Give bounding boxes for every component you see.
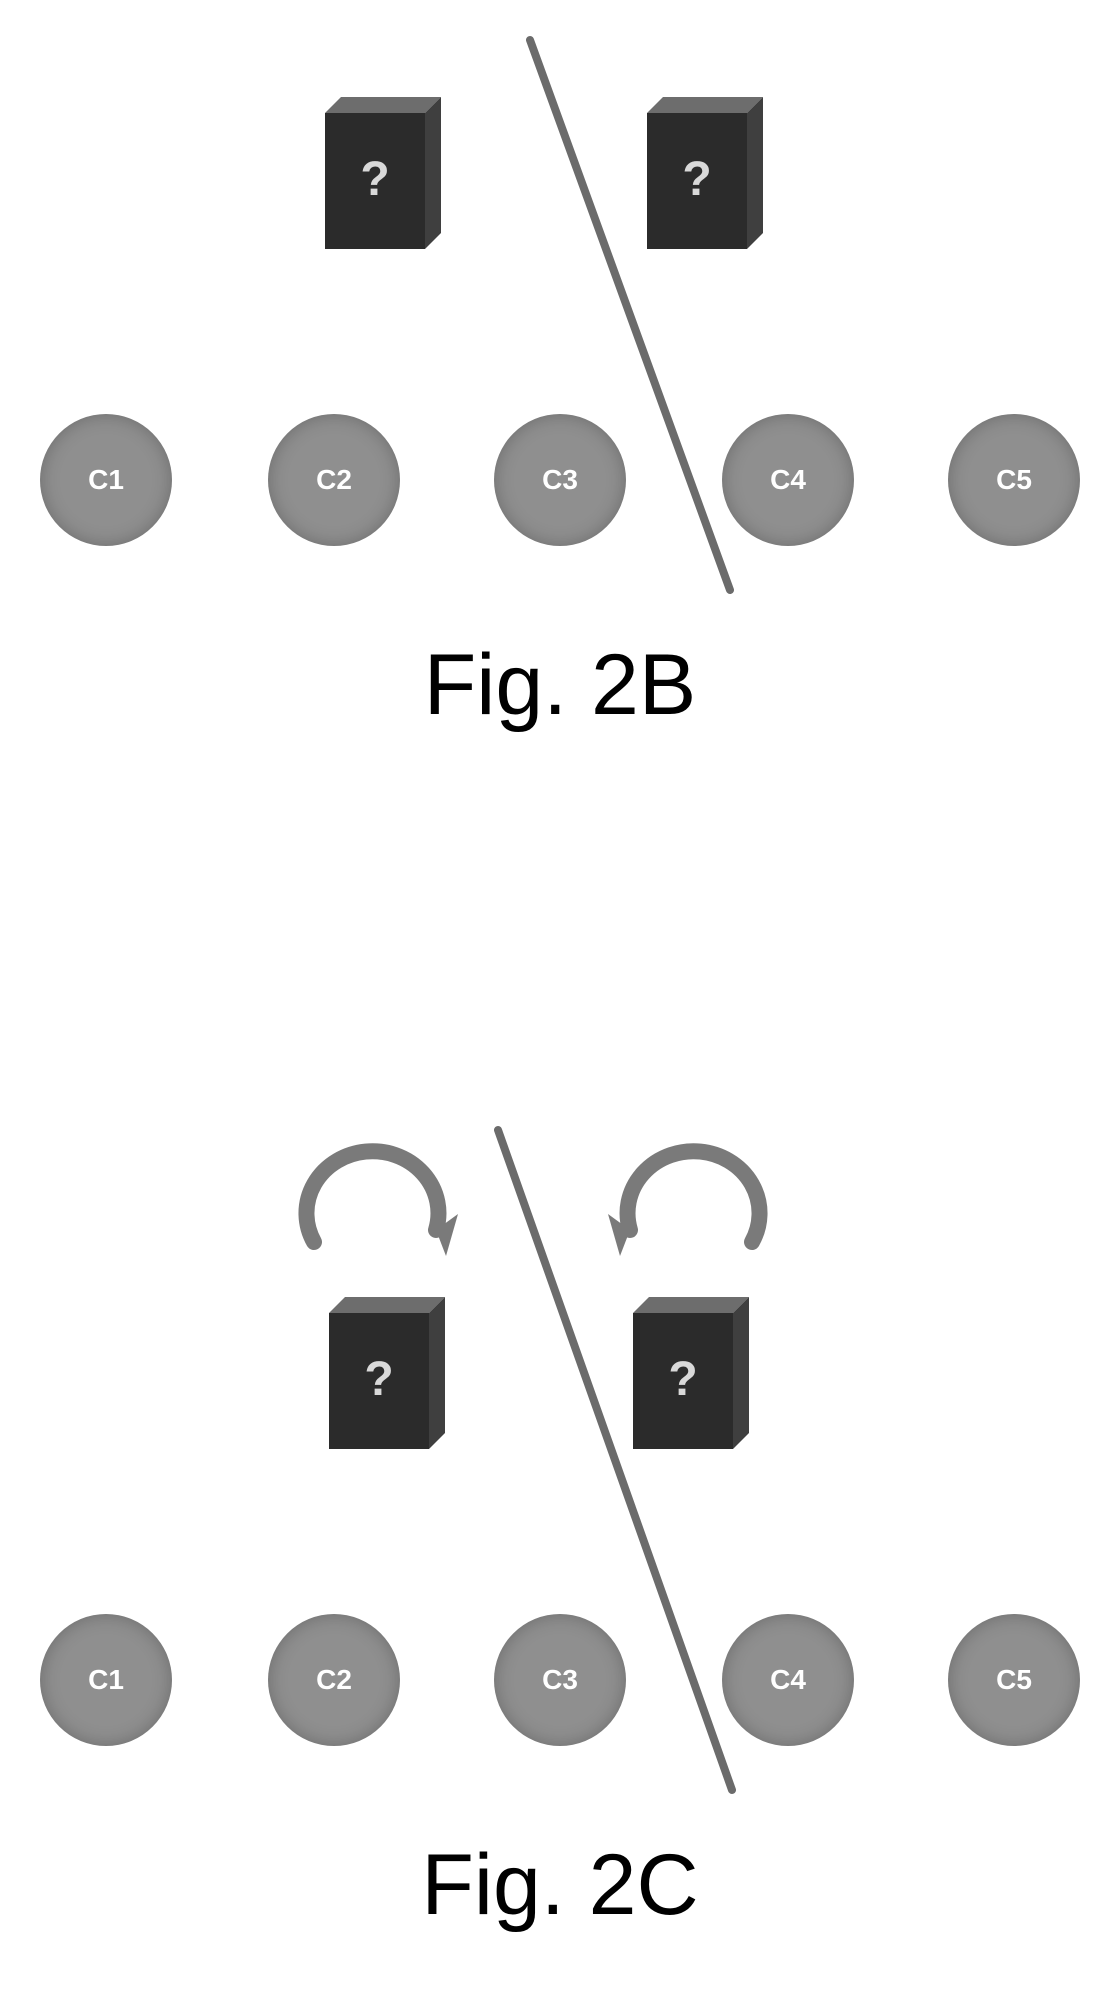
node-c1: C1 xyxy=(40,414,172,546)
node-label: C4 xyxy=(770,1664,806,1696)
figure-caption: Fig. 2B xyxy=(0,636,1120,735)
node-label: C2 xyxy=(316,1664,352,1696)
rotate-arrow-icon xyxy=(286,1130,466,1270)
partition-slash xyxy=(0,1010,1120,1970)
mystery-box-icon: ? xyxy=(629,85,779,255)
node-label: C2 xyxy=(316,464,352,496)
node-c5: C5 xyxy=(948,1614,1080,1746)
mystery-box-icon: ? xyxy=(307,85,457,255)
node-c5: C5 xyxy=(948,414,1080,546)
node-c4: C4 xyxy=(722,414,854,546)
node-label: C1 xyxy=(88,1664,124,1696)
node-label: C5 xyxy=(996,1664,1032,1696)
rotate-arrow-icon xyxy=(600,1130,780,1270)
node-c2: C2 xyxy=(268,414,400,546)
svg-text:?: ? xyxy=(682,153,711,206)
node-c2: C2 xyxy=(268,1614,400,1746)
svg-text:?: ? xyxy=(668,1353,697,1406)
node-c4: C4 xyxy=(722,1614,854,1746)
node-label: C3 xyxy=(542,1664,578,1696)
mystery-box-icon: ? xyxy=(311,1285,461,1455)
node-c1: C1 xyxy=(40,1614,172,1746)
node-c3: C3 xyxy=(494,414,626,546)
node-c3: C3 xyxy=(494,1614,626,1746)
svg-text:?: ? xyxy=(360,153,389,206)
node-label: C5 xyxy=(996,464,1032,496)
mystery-box-icon: ? xyxy=(615,1285,765,1455)
page: ? ? C1 C2 C3 C4 C5 Fig. 2B xyxy=(0,0,1120,2003)
node-label: C3 xyxy=(542,464,578,496)
node-label: C1 xyxy=(88,464,124,496)
svg-text:?: ? xyxy=(364,1353,393,1406)
figure-caption: Fig. 2C xyxy=(0,1836,1120,1935)
node-label: C4 xyxy=(770,464,806,496)
